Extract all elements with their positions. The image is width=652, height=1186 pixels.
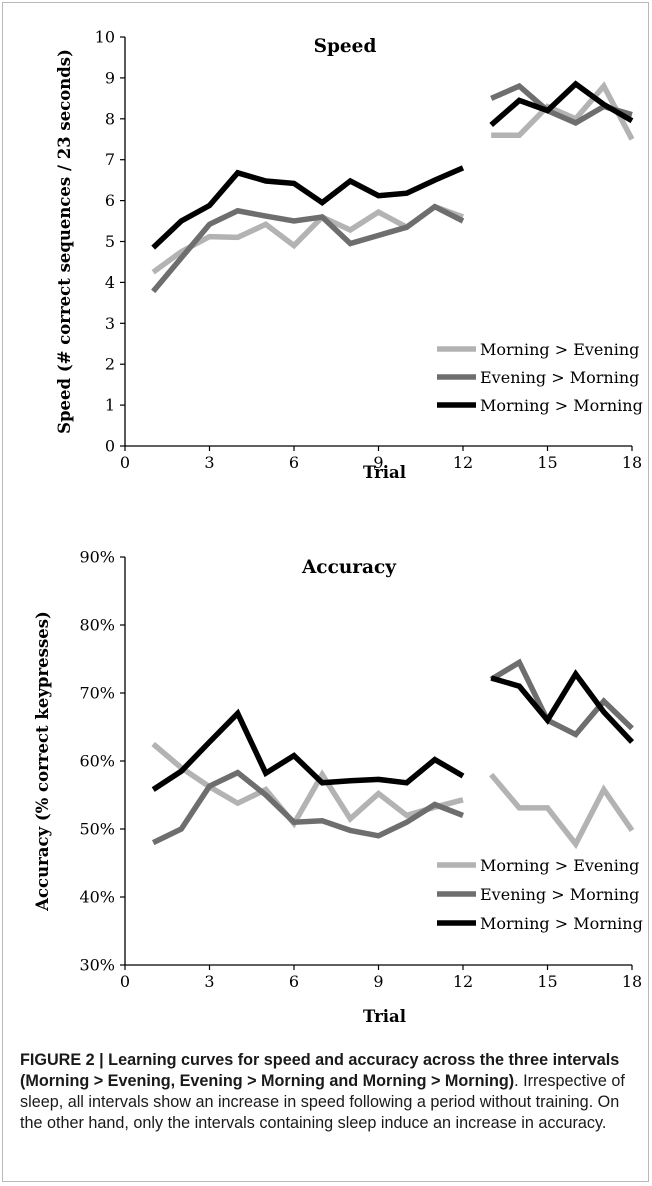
y-tick-label: 50% [79, 820, 115, 839]
x-tick-label: 9 [373, 972, 383, 991]
y-tick-label: 60% [79, 752, 115, 771]
series-line-3-segment-2 [490, 669, 635, 744]
x-tick-label: 12 [453, 453, 473, 472]
x-axis-label: Trial [363, 1007, 406, 1026]
series-line-1-segment-2 [489, 772, 635, 850]
y-tick-label: 10 [95, 28, 115, 47]
legend-label: Morning > Evening [480, 340, 639, 359]
y-tick-label: 30% [79, 956, 115, 975]
series-line-3-segment-2 [489, 80, 634, 127]
y-tick-label: 8 [105, 109, 115, 128]
x-tick-label: 15 [537, 972, 557, 991]
y-tick-label: 80% [79, 616, 115, 635]
x-tick-label: 9 [373, 453, 383, 472]
y-tick-label: 6 [105, 191, 115, 210]
series-line-1-segment-1 [151, 741, 464, 829]
legend-label: Evening > Morning [480, 885, 639, 904]
y-tick-label: 90% [79, 548, 115, 567]
y-tick-label: 40% [79, 888, 115, 907]
x-tick-label: 3 [204, 972, 214, 991]
series-line-1-segment-2 [491, 81, 635, 141]
y-tick-label: 7 [105, 150, 115, 169]
y-tick-label: 3 [105, 314, 115, 333]
y-tick-label: 1 [105, 396, 115, 415]
y-tick-label: 2 [105, 355, 115, 374]
series-line-2-segment-1 [152, 769, 464, 846]
y-axis-label: Accuracy (% correct keypresses) [33, 611, 52, 912]
x-tick-label: 12 [453, 972, 473, 991]
y-tick-label: 5 [105, 232, 115, 251]
chart-panel-2: 30% 40% 50% 60% 70% 80% 90% 0 3 6 9 12 15 18 Accuracy T… [33, 548, 643, 1027]
chart-title: Speed [314, 36, 377, 57]
x-tick-label: 6 [289, 453, 299, 472]
y-axis-label: Speed (# correct sequences / 23 seconds) [55, 49, 74, 434]
y-tick-label: 70% [79, 684, 115, 703]
x-tick-label: 0 [120, 972, 130, 991]
y-tick-label: 0 [105, 437, 115, 456]
x-tick-label: 18 [622, 453, 642, 472]
legend-label: Morning > Morning [480, 914, 643, 933]
x-tick-label: 18 [622, 972, 642, 991]
series-line-3-segment-1 [151, 165, 465, 250]
figure-caption: FIGURE 2 | Learning curves for speed and… [20, 1050, 640, 1134]
legend-label: Morning > Morning [480, 396, 643, 415]
caption-body: . Irrespective of sleep, all intervals s… [20, 1072, 625, 1132]
x-axis-label: Trial [363, 463, 406, 482]
legend-label: Morning > Evening [480, 856, 639, 875]
x-tick-label: 6 [289, 972, 299, 991]
series-line-3-segment-1 [151, 708, 465, 792]
y-tick-label: 9 [105, 68, 115, 87]
series-line-2-segment-2 [489, 658, 634, 738]
x-tick-label: 0 [120, 453, 130, 472]
legend-label: Evening > Morning [480, 368, 639, 387]
caption-bold-lead: FIGURE 2 | Learning curves for speed and… [20, 1051, 620, 1090]
series-line-2-segment-1 [151, 203, 465, 294]
y-tick-label: 4 [105, 273, 115, 292]
x-tick-label: 15 [537, 453, 557, 472]
chart-title: Accuracy [301, 557, 397, 578]
x-tick-label: 3 [204, 453, 214, 472]
